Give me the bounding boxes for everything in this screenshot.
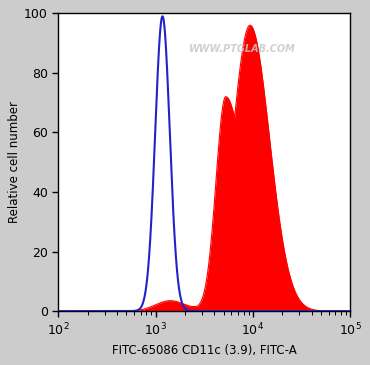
X-axis label: FITC-65086 CD11c (3.9), FITC-A: FITC-65086 CD11c (3.9), FITC-A	[112, 344, 297, 357]
Text: WWW.PTGLAB.COM: WWW.PTGLAB.COM	[189, 44, 296, 54]
Y-axis label: Relative cell number: Relative cell number	[9, 101, 21, 223]
